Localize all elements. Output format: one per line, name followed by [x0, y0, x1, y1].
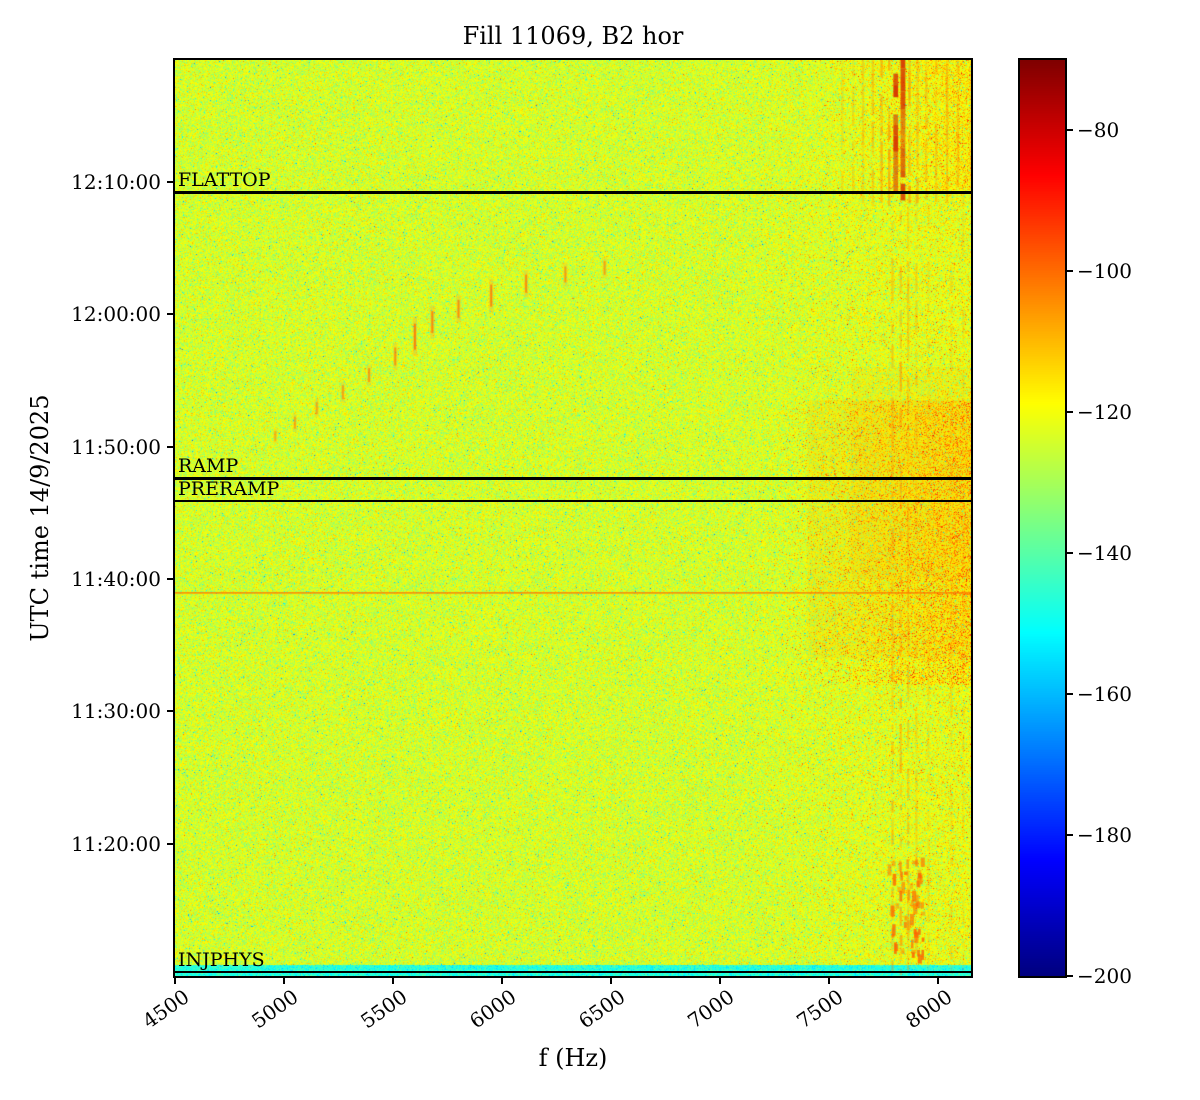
- y-tick-mark: [167, 445, 175, 448]
- x-tick-label-text: 5000: [247, 984, 303, 1034]
- y-tick-label: 11:40:00: [71, 566, 161, 591]
- y-tick-mark: [167, 313, 175, 316]
- x-tick-mark: [610, 976, 613, 984]
- colorbar-tick-mark: [1065, 411, 1073, 414]
- colorbar-tick-mark: [1065, 552, 1073, 555]
- colorbar-tick-label: −200: [1077, 964, 1132, 988]
- x-tick-label-text: 4500: [138, 984, 194, 1034]
- annotation-line-injphys: [175, 970, 971, 974]
- y-tick-label: 11:20:00: [71, 831, 161, 856]
- annotation-label-ramp: RAMP: [178, 455, 239, 478]
- x-tick-mark: [501, 976, 504, 984]
- colorbar-tick-label: −140: [1077, 541, 1132, 566]
- spectrogram-canvas: [175, 60, 971, 976]
- annotation-line-ramp: [175, 477, 971, 480]
- y-axis-label: UTC time 14/9/2025: [26, 394, 54, 642]
- colorbar: [1018, 58, 1067, 978]
- colorbar-tick-mark: [1065, 129, 1073, 132]
- y-tick-mark: [167, 710, 175, 713]
- x-tick-mark: [283, 976, 286, 984]
- x-tick-label-text: 7500: [792, 984, 848, 1034]
- y-tick-label: 11:30:00: [71, 699, 161, 724]
- x-tick-label-text: 7000: [683, 984, 739, 1034]
- y-tick-mark: [167, 842, 175, 845]
- colorbar-tick-label: −80: [1077, 118, 1120, 143]
- colorbar-tick-label: −120: [1077, 400, 1132, 425]
- y-tick-label: 12:10:00: [71, 169, 161, 194]
- y-tick-mark: [167, 577, 175, 580]
- y-tick-mark: [167, 180, 175, 183]
- colorbar-tick-mark: [1065, 270, 1073, 273]
- annotation-label-preramp: PRERAMP: [178, 477, 280, 500]
- colorbar-tick-mark: [1065, 693, 1073, 696]
- x-tick-mark: [392, 976, 395, 984]
- chart-title: Fill 11069, B2 hor: [462, 22, 684, 50]
- x-tick-label-text: 8000: [901, 984, 957, 1034]
- y-tick-label: 12:00:00: [71, 302, 161, 327]
- x-tick-label-text: 5500: [356, 984, 412, 1034]
- x-tick-label-text: 6000: [465, 984, 521, 1034]
- x-tick-mark: [174, 976, 176, 984]
- x-tick-mark: [828, 976, 831, 984]
- colorbar-tick-label: −160: [1077, 682, 1132, 707]
- annotation-label-flattop: FLATTOP: [178, 169, 271, 192]
- y-tick-label: 11:50:00: [71, 434, 161, 459]
- x-tick-label-text: 6500: [574, 984, 630, 1034]
- x-axis-label: f (Hz): [538, 1044, 608, 1072]
- colorbar-tick-mark: [1065, 834, 1073, 837]
- annotation-label-injphys: INJPHYS: [178, 949, 265, 972]
- annotation-line-preramp: [175, 499, 971, 503]
- x-tick-mark: [937, 976, 940, 984]
- colorbar-tick-label: −180: [1077, 823, 1132, 848]
- colorbar-tick-mark: [1065, 975, 1073, 977]
- x-tick-mark: [719, 976, 722, 984]
- annotation-line-flattop: [175, 191, 971, 194]
- spectrogram-plot: FLATTOP RAMP PRERAMP INJPHYS: [173, 58, 973, 978]
- colorbar-canvas: [1020, 60, 1065, 976]
- colorbar-tick-label: −100: [1077, 259, 1132, 284]
- annotation-layer: FLATTOP RAMP PRERAMP INJPHYS: [175, 60, 971, 976]
